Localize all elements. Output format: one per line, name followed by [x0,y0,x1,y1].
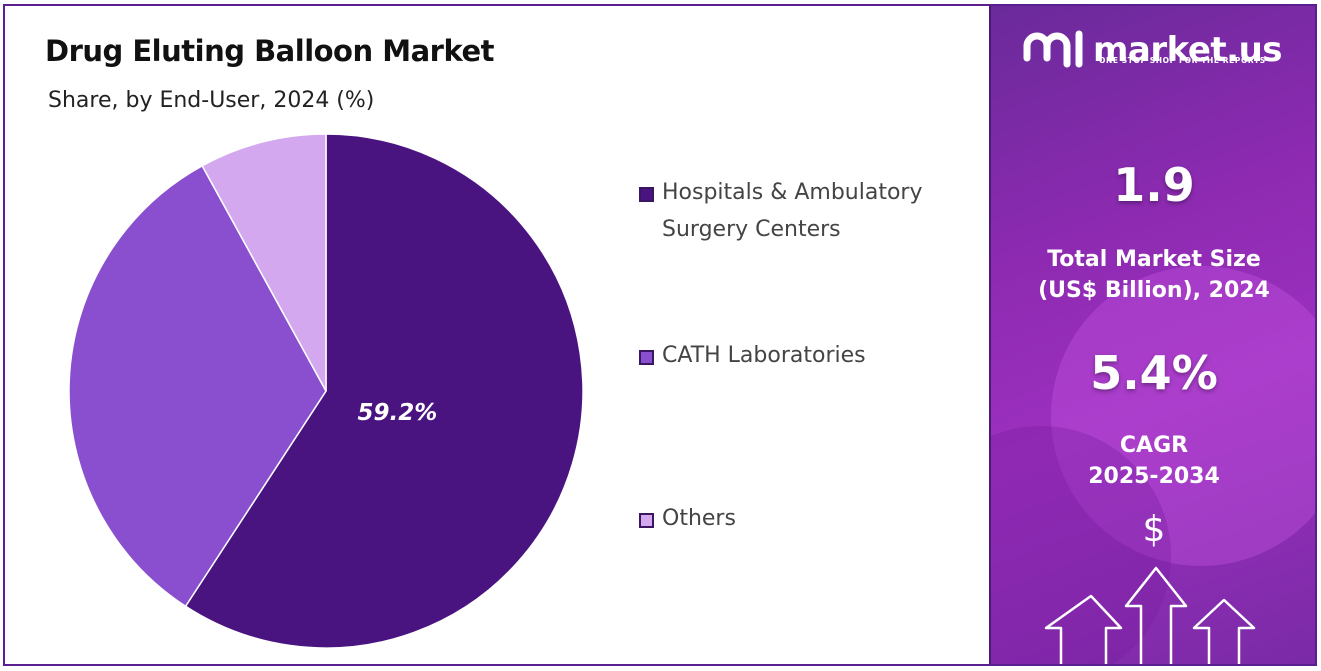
legend-label-hospitals: Hospitals & Ambulatory Surgery Centers [662,180,923,242]
chart-panel: Drug Eluting Balloon Market Share, by En… [5,6,985,664]
dollar-icon: $ [1142,509,1166,550]
market-size-value: 1.9 [1113,158,1195,212]
legend-item-hospitals: Hospitals & Ambulatory Surgery Centers [639,180,982,248]
legend-swatch-hospitals [639,187,654,202]
brand: market.us [1021,24,1283,76]
legend-item-cath: CATH Laboratories [639,343,982,374]
brand-tagline: ONE STOP SHOP FOR THE REPORTS [1099,56,1266,65]
brand-name: market.us [1093,30,1283,70]
legend-label-cath: CATH Laboratories [662,343,866,368]
pie-slice-0 [184,133,584,649]
legend-label-others: Others [662,506,736,531]
pie-slice-1 [68,164,327,608]
market-us-logo-icon [1023,30,1083,68]
legend-swatch-cath [639,350,654,365]
legend-item-others: Others [639,506,982,537]
stats-sidebar: market.us ONE STOP SHOP FOR THE REPORTS … [989,6,1315,664]
chart-title: Drug Eluting Balloon Market [45,34,495,68]
legend-swatch-others [639,513,654,528]
arrow-up-icon [1044,566,1256,664]
cagr-label: CAGR 2025-2034 [1088,433,1220,489]
cagr-value: 5.4% [1090,346,1218,400]
bg-glow [1051,266,1315,566]
pie-chart: 59.2% [68,133,584,649]
pie-data-label-0: 59.2% [358,400,438,426]
chart-subtitle: Share, by End-User, 2024 (%) [48,88,375,113]
pie-slice-2 [201,133,327,392]
chart-frame [3,4,1317,666]
market-size-label: Total Market Size (US$ Billion), 2024 [1038,247,1270,303]
